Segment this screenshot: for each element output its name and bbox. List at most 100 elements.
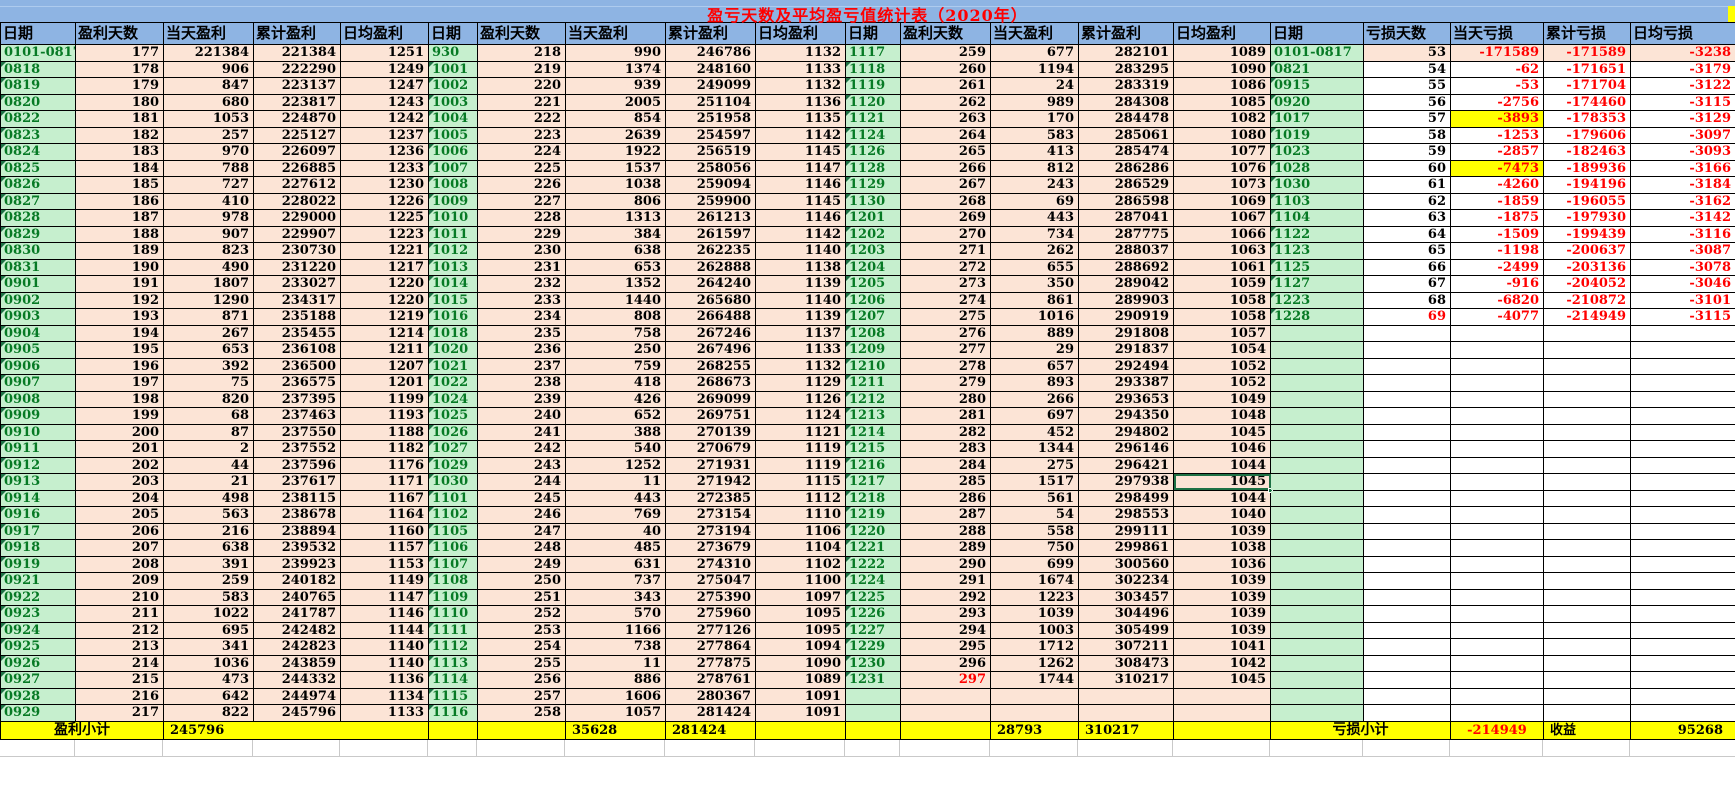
- profit-daily-cell[interactable]: 806: [565, 192, 666, 210]
- profit-date-cell[interactable]: 1006: [428, 143, 478, 161]
- profit-date-cell[interactable]: 0919: [0, 555, 76, 573]
- profit-cum-cell[interactable]: 284478: [1078, 110, 1174, 128]
- profit-cum-cell[interactable]: 281424: [665, 704, 756, 722]
- profit-days-cell[interactable]: 204: [75, 489, 164, 507]
- profit-date-cell[interactable]: 1219: [845, 506, 901, 524]
- profit-avg-cell[interactable]: 1140: [755, 242, 846, 260]
- profit-daily-cell[interactable]: 221384: [163, 44, 254, 62]
- profit-daily-cell[interactable]: 1712: [990, 638, 1079, 656]
- profit-cum-cell[interactable]: 291837: [1078, 341, 1174, 359]
- profit-date-cell[interactable]: 1030: [428, 473, 478, 491]
- profit-date-cell[interactable]: 1207: [845, 308, 901, 326]
- profit-days-cell[interactable]: 240: [477, 407, 566, 425]
- loss-cum-cell[interactable]: -171651: [1543, 60, 1631, 78]
- profit-avg-cell[interactable]: 1115: [755, 473, 846, 491]
- profit-days-cell[interactable]: 278: [900, 357, 991, 375]
- profit-cum-cell[interactable]: 242823: [253, 638, 341, 656]
- summary-empty-cell[interactable]: [1173, 720, 1271, 740]
- profit-daily-cell[interactable]: 990: [565, 44, 666, 62]
- loss-cum-cell[interactable]: [1543, 654, 1631, 672]
- profit-avg-cell[interactable]: 1237: [340, 126, 429, 144]
- profit-daily-cell[interactable]: 388: [565, 423, 666, 441]
- profit-cum-cell[interactable]: 294350: [1078, 407, 1174, 425]
- loss-cum-cell[interactable]: -214949: [1543, 308, 1631, 326]
- loss-cum-cell[interactable]: [1543, 572, 1631, 590]
- profit-daily-cell[interactable]: 699: [990, 555, 1079, 573]
- profit-days-cell[interactable]: 213: [75, 638, 164, 656]
- loss-daily-cell[interactable]: -1859: [1450, 192, 1544, 210]
- loss-date-cell[interactable]: 1223: [1270, 291, 1364, 309]
- loss-cum-cell[interactable]: -178353: [1543, 110, 1631, 128]
- profit-days-cell[interactable]: 225: [477, 159, 566, 177]
- loss-date-cell[interactable]: [1270, 374, 1364, 392]
- profit-daily-cell[interactable]: 259: [163, 572, 254, 590]
- profit-cum-cell[interactable]: 239532: [253, 539, 341, 557]
- profit-daily-cell[interactable]: 680: [163, 93, 254, 111]
- profit-days-cell[interactable]: 283: [900, 440, 991, 458]
- profit-days-cell[interactable]: 290: [900, 555, 991, 573]
- loss-cum-cell[interactable]: [1543, 506, 1631, 524]
- profit-date-cell[interactable]: 0904: [0, 324, 76, 342]
- column-header-loss-3[interactable]: 累计亏损: [1543, 22, 1631, 45]
- profit-daily-cell[interactable]: 40: [565, 522, 666, 540]
- profit-date-cell[interactable]: 1025: [428, 407, 478, 425]
- profit-days-cell[interactable]: 192: [75, 291, 164, 309]
- table-title[interactable]: 盈亏天数及平均盈亏值统计表（2020年）: [707, 6, 1028, 25]
- g3-daily-subtotal[interactable]: 28793: [990, 720, 1079, 740]
- profit-days-cell[interactable]: 202: [75, 456, 164, 474]
- profit-daily-cell[interactable]: 1440: [565, 291, 666, 309]
- profit-date-cell[interactable]: 1120: [845, 93, 901, 111]
- profit-date-cell[interactable]: 1113: [428, 654, 478, 672]
- column-header-loss-0[interactable]: 日期: [1270, 22, 1364, 45]
- profit-avg-cell[interactable]: 1211: [340, 341, 429, 359]
- profit-date-cell[interactable]: 1226: [845, 605, 901, 623]
- loss-cum-cell[interactable]: [1543, 423, 1631, 441]
- profit-avg-cell[interactable]: 1097: [755, 588, 846, 606]
- profit-days-cell[interactable]: 256: [477, 671, 566, 689]
- loss-days-cell[interactable]: 61: [1363, 176, 1451, 194]
- profit-days-cell[interactable]: 207: [75, 539, 164, 557]
- loss-daily-cell[interactable]: [1450, 687, 1544, 705]
- profit-date-cell[interactable]: [845, 687, 901, 705]
- loss-cum-cell[interactable]: -196055: [1543, 192, 1631, 210]
- profit-daily-cell[interactable]: 871: [163, 308, 254, 326]
- profit-daily-cell[interactable]: 727: [163, 176, 254, 194]
- profit-date-cell[interactable]: 1002: [428, 77, 478, 95]
- loss-cum-cell[interactable]: [1543, 522, 1631, 540]
- profit-cum-cell[interactable]: 283295: [1078, 60, 1174, 78]
- profit-avg-cell[interactable]: 1132: [755, 357, 846, 375]
- profit-avg-cell[interactable]: 1149: [340, 572, 429, 590]
- loss-date-cell[interactable]: [1270, 605, 1364, 623]
- loss-date-cell[interactable]: [1270, 687, 1364, 705]
- profit-days-cell[interactable]: 186: [75, 192, 164, 210]
- loss-avg-cell[interactable]: [1630, 671, 1735, 689]
- profit-date-cell[interactable]: 0909: [0, 407, 76, 425]
- loss-avg-cell[interactable]: -3046: [1630, 275, 1735, 293]
- loss-cum-cell[interactable]: -182463: [1543, 143, 1631, 161]
- loss-cum-cell[interactable]: -199439: [1543, 225, 1631, 243]
- loss-daily-cell[interactable]: [1450, 407, 1544, 425]
- profit-avg-cell[interactable]: 1243: [340, 93, 429, 111]
- loss-avg-cell[interactable]: [1630, 324, 1735, 342]
- profit-daily-cell[interactable]: 583: [990, 126, 1079, 144]
- profit-daily-cell[interactable]: 1194: [990, 60, 1079, 78]
- loss-days-cell[interactable]: [1363, 522, 1451, 540]
- profit-daily-cell[interactable]: 262: [990, 242, 1079, 260]
- profit-avg-cell[interactable]: 1164: [340, 506, 429, 524]
- profit-avg-cell[interactable]: 1145: [755, 143, 846, 161]
- loss-avg-cell[interactable]: -3078: [1630, 258, 1735, 276]
- profit-avg-cell[interactable]: 1063: [1173, 242, 1271, 260]
- profit-date-cell[interactable]: 0922: [0, 588, 76, 606]
- profit-date-cell[interactable]: 1215: [845, 440, 901, 458]
- profit-date-cell[interactable]: 0829: [0, 225, 76, 243]
- profit-days-cell[interactable]: 206: [75, 522, 164, 540]
- profit-days-cell[interactable]: 219: [477, 60, 566, 78]
- profit-days-cell[interactable]: 178: [75, 60, 164, 78]
- profit-daily-cell[interactable]: 1057: [565, 704, 666, 722]
- profit-cum-cell[interactable]: 270679: [665, 440, 756, 458]
- profit-date-cell[interactable]: 1118: [845, 60, 901, 78]
- loss-daily-cell[interactable]: -2499: [1450, 258, 1544, 276]
- loss-date-cell[interactable]: [1270, 654, 1364, 672]
- profit-days-cell[interactable]: 181: [75, 110, 164, 128]
- profit-cum-cell[interactable]: 269099: [665, 390, 756, 408]
